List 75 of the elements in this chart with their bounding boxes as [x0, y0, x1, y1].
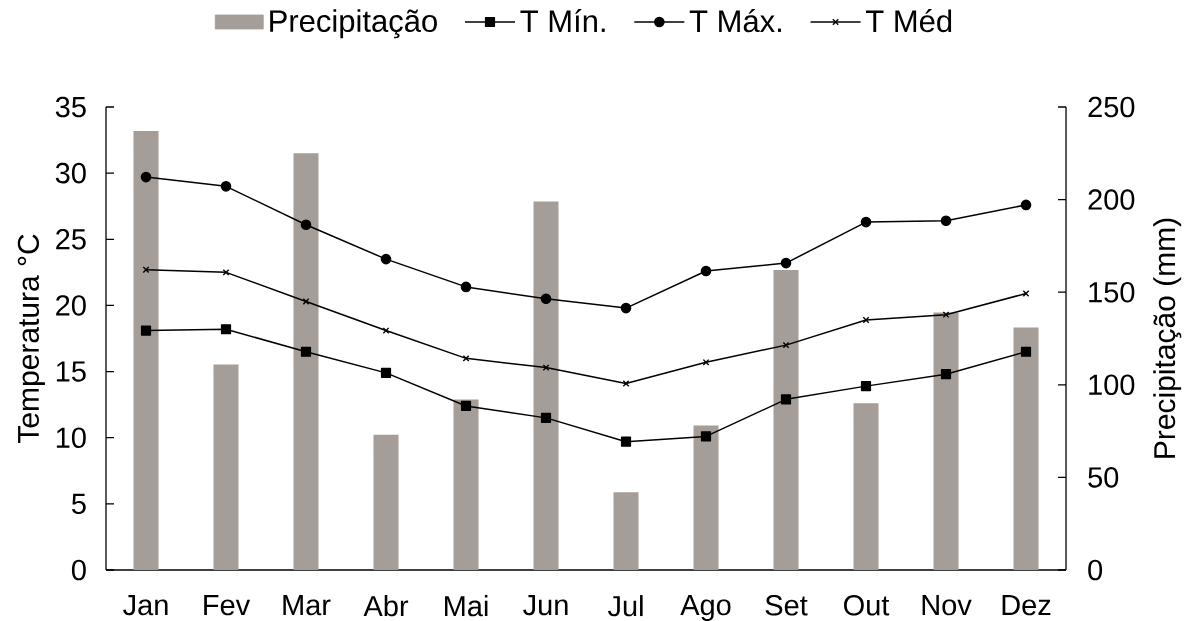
point — [220, 324, 232, 335]
bar — [1013, 327, 1039, 570]
bar — [933, 312, 959, 570]
point — [700, 431, 712, 442]
bar — [293, 153, 319, 570]
x-tick-label: Jun — [523, 595, 568, 616]
y-tick-label: 35 — [55, 96, 86, 118]
y-tick-label: 30 — [55, 162, 86, 184]
point — [300, 219, 312, 231]
point — [380, 367, 392, 378]
point — [1020, 346, 1032, 357]
y2-tick-label: 50 — [1088, 467, 1119, 488]
y-axis-title: Temperatura °C — [17, 234, 45, 444]
y2-axis-title: Precipitação (mm) — [1153, 218, 1182, 458]
bar — [693, 425, 719, 570]
x-tick-label: Jul — [607, 595, 643, 617]
bar — [133, 131, 159, 570]
x-tick-label: Mai — [445, 595, 488, 617]
point — [222, 268, 230, 276]
x-tick-label: Ago — [680, 595, 731, 621]
point — [780, 394, 792, 405]
x-tick-label: Nov — [922, 595, 972, 616]
y-tick-label: 15 — [56, 361, 86, 382]
point — [1020, 199, 1032, 211]
point — [540, 412, 552, 423]
x-tick-label: Set — [765, 595, 808, 616]
point — [700, 265, 712, 277]
point — [462, 354, 470, 362]
point — [780, 257, 792, 269]
y-tick-label: 20 — [56, 295, 86, 316]
point — [300, 346, 312, 357]
y2-tick-label: 200 — [1088, 189, 1135, 210]
x-tick-label: Abr — [363, 595, 409, 617]
point — [142, 266, 150, 274]
bar — [853, 403, 879, 570]
point — [460, 281, 472, 293]
x-tick-label: Fev — [204, 595, 251, 616]
point — [940, 215, 952, 227]
point — [702, 358, 710, 366]
y-tick-label: 0 — [71, 559, 86, 581]
bar — [373, 434, 399, 570]
point — [540, 293, 552, 305]
bar — [453, 399, 479, 570]
legend-label: T Mín. — [520, 9, 605, 32]
point — [460, 400, 472, 412]
point — [862, 316, 870, 324]
point — [140, 325, 152, 336]
y-tick-label: 25 — [56, 229, 86, 250]
y-tick-label: 5 — [71, 493, 86, 514]
legend-label: T Máx. — [689, 9, 781, 33]
point — [860, 216, 872, 228]
x-tick-label: Jan — [123, 595, 168, 616]
bar — [213, 364, 239, 570]
bar — [613, 492, 639, 570]
x-tick-label: Out — [844, 595, 890, 616]
y-tick-label: 10 — [56, 427, 86, 448]
point — [940, 369, 952, 380]
y2-tick-label: 250 — [1088, 96, 1135, 118]
point — [782, 341, 790, 349]
point — [220, 181, 232, 192]
y2-tick-label: 0 — [1088, 559, 1103, 581]
point — [620, 436, 632, 447]
point — [942, 311, 950, 319]
bar — [533, 201, 559, 570]
legend-label: Precipitação — [270, 9, 437, 39]
point — [860, 381, 872, 392]
x-tick-label: Dez — [1002, 595, 1051, 616]
x-tick-label: Mar — [283, 595, 331, 616]
bar — [773, 269, 799, 570]
point — [140, 171, 152, 183]
legend-label: T Méd — [865, 9, 952, 33]
y2-tick-label: 150 — [1089, 281, 1135, 303]
point — [380, 253, 392, 265]
y2-tick-label: 100 — [1089, 374, 1135, 396]
point — [620, 302, 632, 314]
